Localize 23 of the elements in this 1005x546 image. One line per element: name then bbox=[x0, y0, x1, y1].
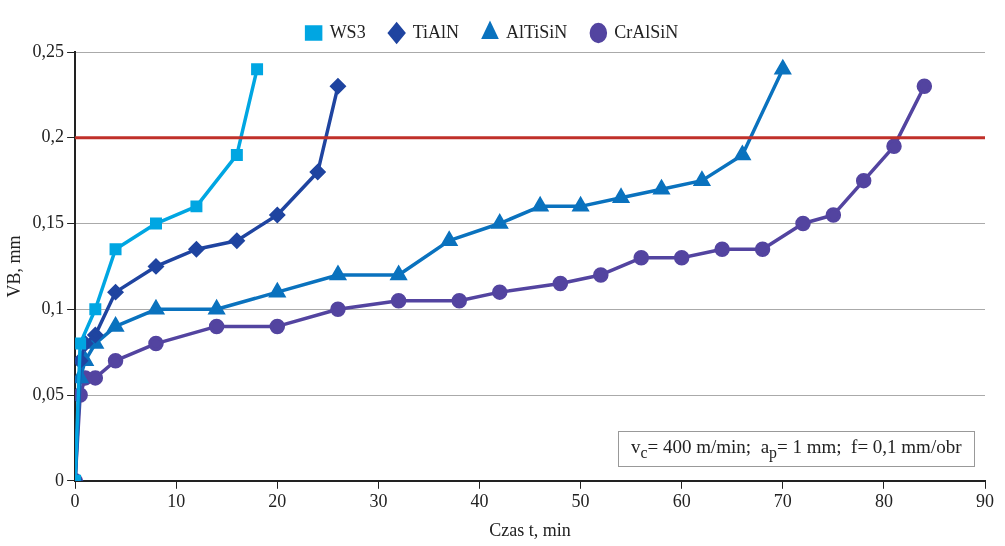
x-tick-label: 10 bbox=[167, 491, 186, 512]
y-tick-label: 0,2 bbox=[41, 126, 65, 147]
x-tick-label: 80 bbox=[874, 491, 893, 512]
legend-label: TiAlN bbox=[412, 21, 459, 42]
x-axis-title: Czas t, min bbox=[489, 519, 571, 540]
annotation: v$_{c}$= 400 m/min; a$_{p}$= 1 mm; f= 0,1 mm/obr bbox=[618, 430, 975, 467]
x-tick-label: 90 bbox=[976, 491, 994, 512]
x-tick-label: 50 bbox=[571, 491, 590, 512]
y-tick-label: 0,15 bbox=[32, 212, 65, 233]
x-tick-label: 0 bbox=[70, 491, 80, 512]
y-tick-label: 0 bbox=[55, 469, 65, 490]
x-tick-label: 40 bbox=[470, 491, 489, 512]
y-tick-label: 0,05 bbox=[32, 383, 65, 404]
legend-label: CrAlSiN bbox=[614, 21, 679, 42]
legend-label: AlTiSiN bbox=[505, 21, 568, 42]
legend-label: WS3 bbox=[329, 21, 366, 42]
x-tick-label: 20 bbox=[268, 491, 287, 512]
x-tick-label: 30 bbox=[369, 491, 388, 512]
y-axis-title: VB, mm bbox=[3, 235, 24, 298]
x-tick-label: 60 bbox=[672, 491, 691, 512]
y-tick-label: 0,25 bbox=[32, 40, 65, 61]
y-tick-label: 0,1 bbox=[41, 298, 65, 319]
x-tick-label: 70 bbox=[773, 491, 792, 512]
